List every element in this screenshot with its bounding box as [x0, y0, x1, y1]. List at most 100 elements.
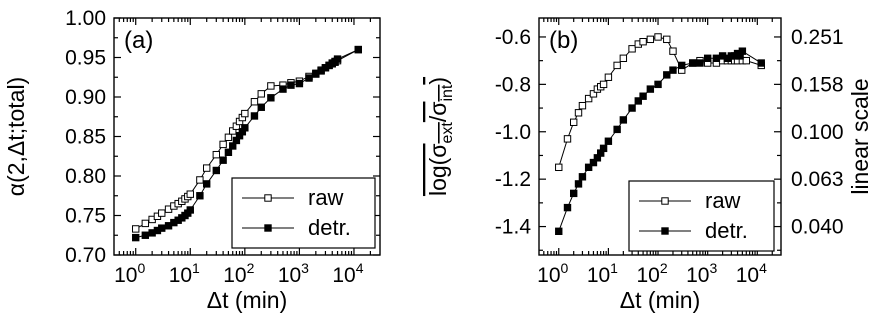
x-tick-label: 100 — [537, 260, 568, 287]
data-point — [628, 104, 636, 112]
data-point — [646, 85, 655, 93]
legend-label: detr. — [705, 218, 748, 243]
data-point — [196, 176, 204, 184]
data-point — [563, 203, 572, 212]
data-point — [589, 90, 598, 98]
data-point — [250, 112, 259, 120]
y-tick-label: -0.6 — [495, 26, 531, 49]
plot-frame — [538, 17, 782, 256]
data-point — [599, 144, 608, 153]
data-point — [669, 47, 677, 55]
data-point — [712, 54, 721, 62]
y2-tick-label: 0.040 — [791, 216, 844, 239]
data-point — [241, 124, 249, 132]
x-tick-label: 104 — [736, 260, 767, 287]
data-point — [141, 219, 150, 228]
data-point — [613, 125, 621, 134]
legend: raw detr. — [231, 177, 376, 249]
data-point — [646, 35, 655, 44]
y2-tick-label: 0.158 — [791, 73, 844, 96]
data-point — [219, 140, 227, 149]
x-axis-label: Δt (min) — [207, 287, 288, 313]
data-point — [689, 59, 697, 67]
data-point — [219, 156, 227, 164]
data-point — [203, 180, 211, 188]
x-tick-label: 103 — [278, 260, 309, 287]
y-tick-label: 0.95 — [65, 47, 106, 70]
y-axis-label: log(σext/σint) — [425, 77, 456, 196]
x-tick-label: 101 — [169, 260, 200, 287]
y-tick-label: -0.8 — [495, 73, 531, 96]
data-point — [738, 47, 747, 55]
data-point — [639, 92, 647, 100]
x-tick-label: 103 — [686, 260, 717, 287]
data-point — [569, 189, 578, 198]
y-tick-label: 0.90 — [65, 86, 106, 109]
legend-box — [231, 177, 376, 249]
y-tick-label: 0.75 — [65, 205, 106, 228]
legend-box — [628, 180, 775, 252]
data-point — [569, 118, 578, 126]
data-point — [132, 225, 140, 233]
data-point — [628, 45, 636, 53]
data-point — [663, 71, 671, 79]
y2-tick-label: 0.100 — [791, 121, 844, 144]
panel-label: (b) — [549, 27, 578, 54]
data-point — [212, 166, 221, 175]
data-point — [604, 137, 613, 145]
data-point — [267, 82, 275, 90]
y-tick-label: 0.85 — [65, 126, 106, 149]
data-point — [678, 61, 686, 70]
data-point — [578, 173, 587, 181]
data-point — [158, 209, 166, 217]
legend: raw detr. — [628, 180, 775, 252]
data-point — [196, 192, 204, 200]
y2-axis-label: linear scale — [847, 78, 873, 194]
data-point — [696, 59, 704, 67]
data-point — [589, 158, 598, 167]
data-point — [158, 224, 166, 232]
series-1 — [555, 33, 765, 172]
data-point — [132, 233, 140, 242]
data-point — [241, 109, 249, 118]
data-point — [639, 38, 647, 46]
data-point — [212, 150, 221, 159]
legend-label: raw — [308, 185, 344, 210]
y-tick-label: -1.2 — [495, 168, 531, 191]
data-point — [619, 116, 628, 124]
data-point — [287, 81, 295, 89]
y-tick-label: -1.0 — [495, 121, 531, 144]
data-point — [563, 135, 572, 143]
panel-label: (a) — [124, 27, 153, 54]
data-point — [555, 163, 563, 172]
data-point — [224, 133, 233, 141]
x-tick-label: 101 — [587, 260, 618, 287]
data-point — [584, 163, 593, 172]
data-point — [669, 66, 677, 74]
data-point — [599, 80, 608, 89]
data-point — [634, 97, 642, 105]
data-point — [141, 231, 150, 239]
data-point — [354, 45, 362, 54]
x-tick-label: 100 — [114, 260, 145, 287]
data-point — [257, 90, 265, 98]
series-2 — [132, 45, 362, 242]
data-point — [257, 103, 265, 111]
data-point — [757, 59, 765, 67]
data-point — [574, 180, 583, 188]
x-tick-label: 102 — [223, 260, 254, 287]
legend-marker — [661, 197, 669, 205]
data-point — [742, 56, 751, 65]
x-axis-label: Δt (min) — [620, 287, 701, 313]
legend-marker — [661, 227, 669, 235]
series-2 — [555, 47, 765, 236]
data-point — [186, 206, 194, 214]
data-point — [613, 61, 621, 70]
data-point — [663, 35, 671, 44]
legend-label: raw — [705, 188, 741, 213]
y-tick-label: 1.00 — [65, 7, 106, 30]
y-axis-label: α(2,Δt;total) — [3, 77, 29, 196]
legend-label: detr. — [308, 215, 351, 240]
data-point — [333, 55, 342, 63]
